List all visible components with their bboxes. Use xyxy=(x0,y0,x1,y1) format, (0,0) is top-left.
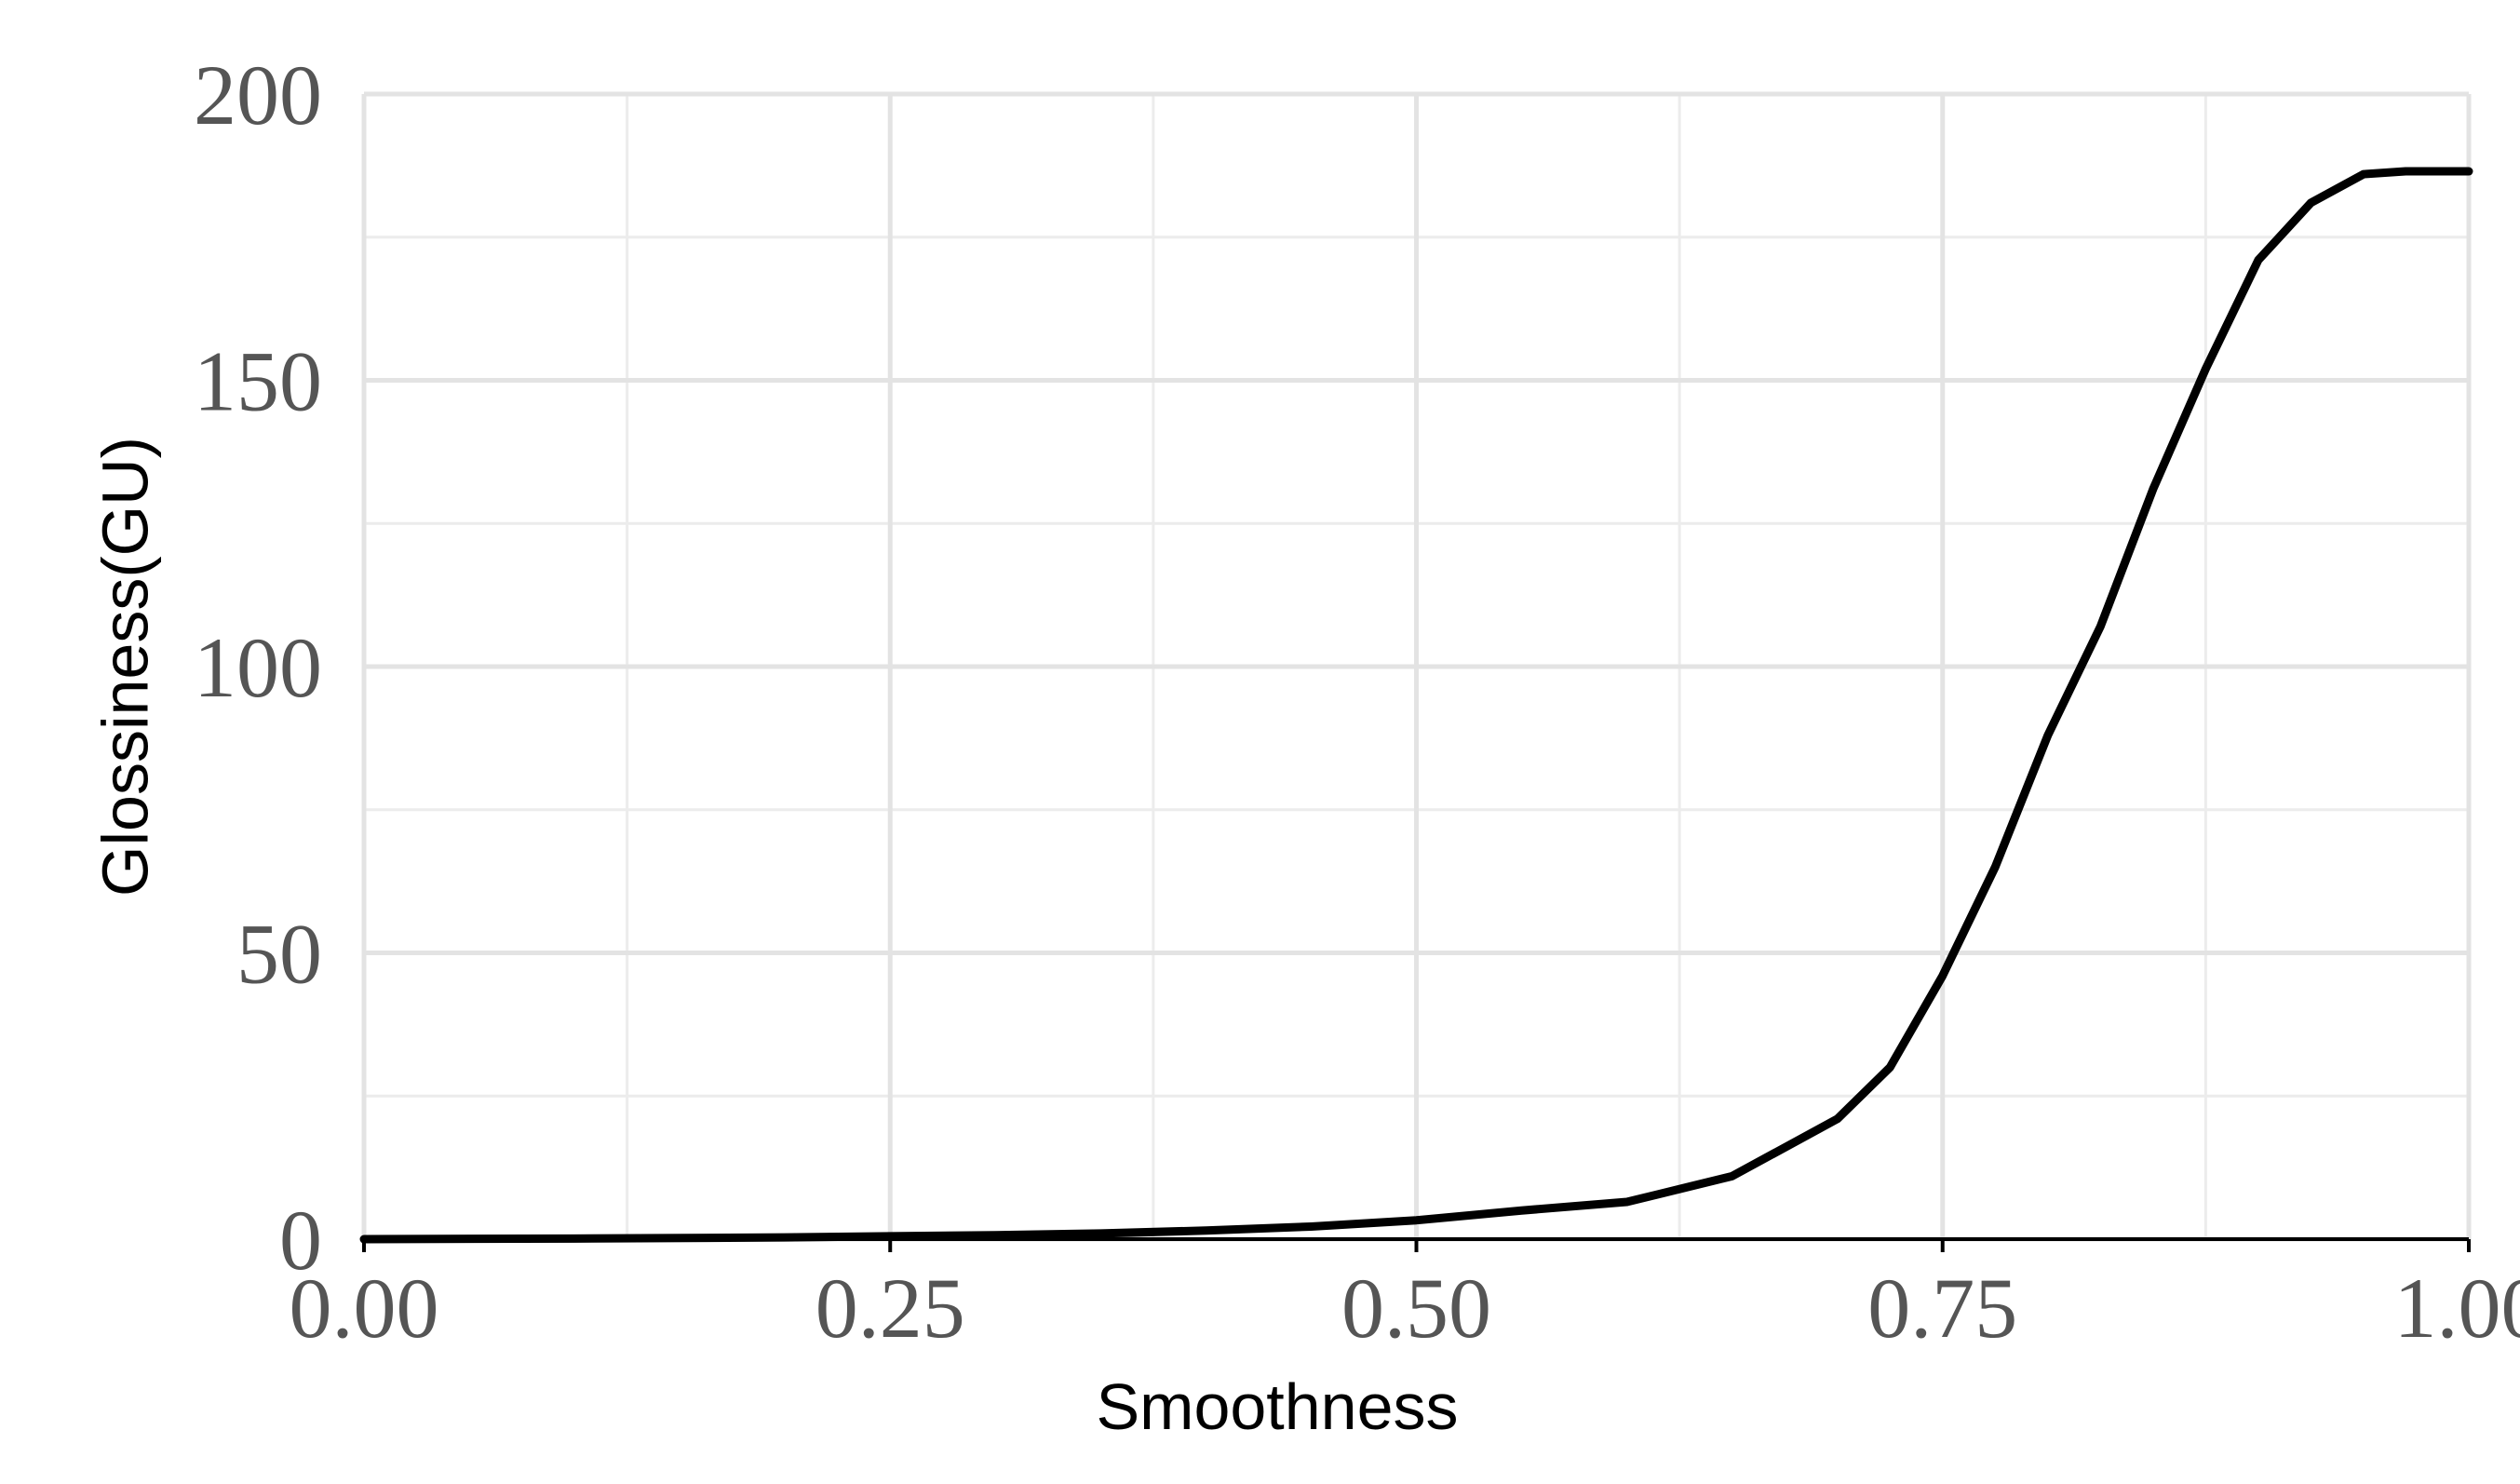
y-tick-label: 0 xyxy=(279,1193,322,1288)
x-tick-label: 0.00 xyxy=(290,1261,439,1356)
x-tick-label: 0.50 xyxy=(1341,1261,1491,1356)
y-tick-label: 150 xyxy=(194,334,322,429)
x-axis-label: Smoothness xyxy=(1096,1370,1458,1443)
x-tick-label: 0.75 xyxy=(1867,1261,2017,1356)
y-tick-label: 100 xyxy=(194,620,322,715)
y-axis-label: Glossiness(GU) xyxy=(88,437,161,897)
y-tick-label: 200 xyxy=(194,47,322,142)
x-tick-label: 0.25 xyxy=(815,1261,965,1356)
x-tick-label: 1.00 xyxy=(2394,1261,2520,1356)
y-tick-label: 50 xyxy=(236,907,322,1002)
line xyxy=(359,167,2473,1244)
